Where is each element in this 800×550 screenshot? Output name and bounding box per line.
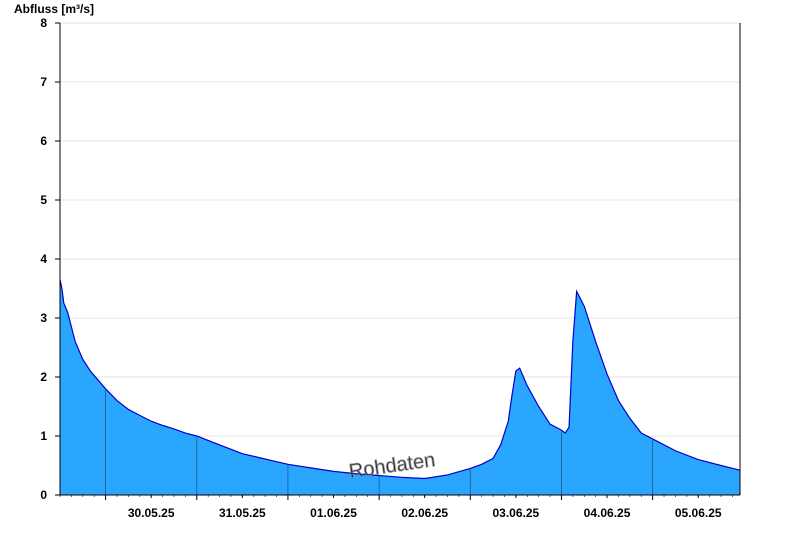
y-tick-label: 0 [40, 488, 47, 502]
x-tick-label: 01.06.25 [310, 506, 357, 520]
y-tick-label: 3 [40, 311, 47, 325]
x-tick-label: 31.05.25 [219, 506, 266, 520]
plot-area [59, 279, 741, 495]
gridlines [60, 22, 740, 437]
discharge-area [60, 279, 740, 495]
x-axis-ticks: 30.05.25 31.05.25 01.06.25 02.06.25 03.06.25… [59, 495, 733, 520]
x-tick-label: 04.06.25 [584, 506, 631, 520]
x-tick-label: 05.06.25 [675, 506, 722, 520]
y-tick-label: 8 [40, 16, 47, 30]
x-tick-label: 02.06.25 [401, 506, 448, 520]
x-tick-label: 30.05.25 [128, 506, 175, 520]
y-axis-label: Abfluss [m³/s] [14, 2, 94, 16]
y-tick-label: 5 [40, 193, 47, 207]
y-tick-label: 4 [40, 252, 47, 266]
day-boundary-lines [105, 388, 654, 495]
y-tick-label: 6 [40, 134, 47, 148]
y-tick-label: 2 [40, 370, 47, 384]
x-tick-label: 03.06.25 [493, 506, 540, 520]
discharge-line [59, 279, 741, 480]
y-tick-label: 7 [40, 75, 47, 89]
y-axis-ticks: 0 1 2 3 4 5 6 7 8 [40, 16, 60, 502]
y-tick-label: 1 [40, 429, 47, 443]
